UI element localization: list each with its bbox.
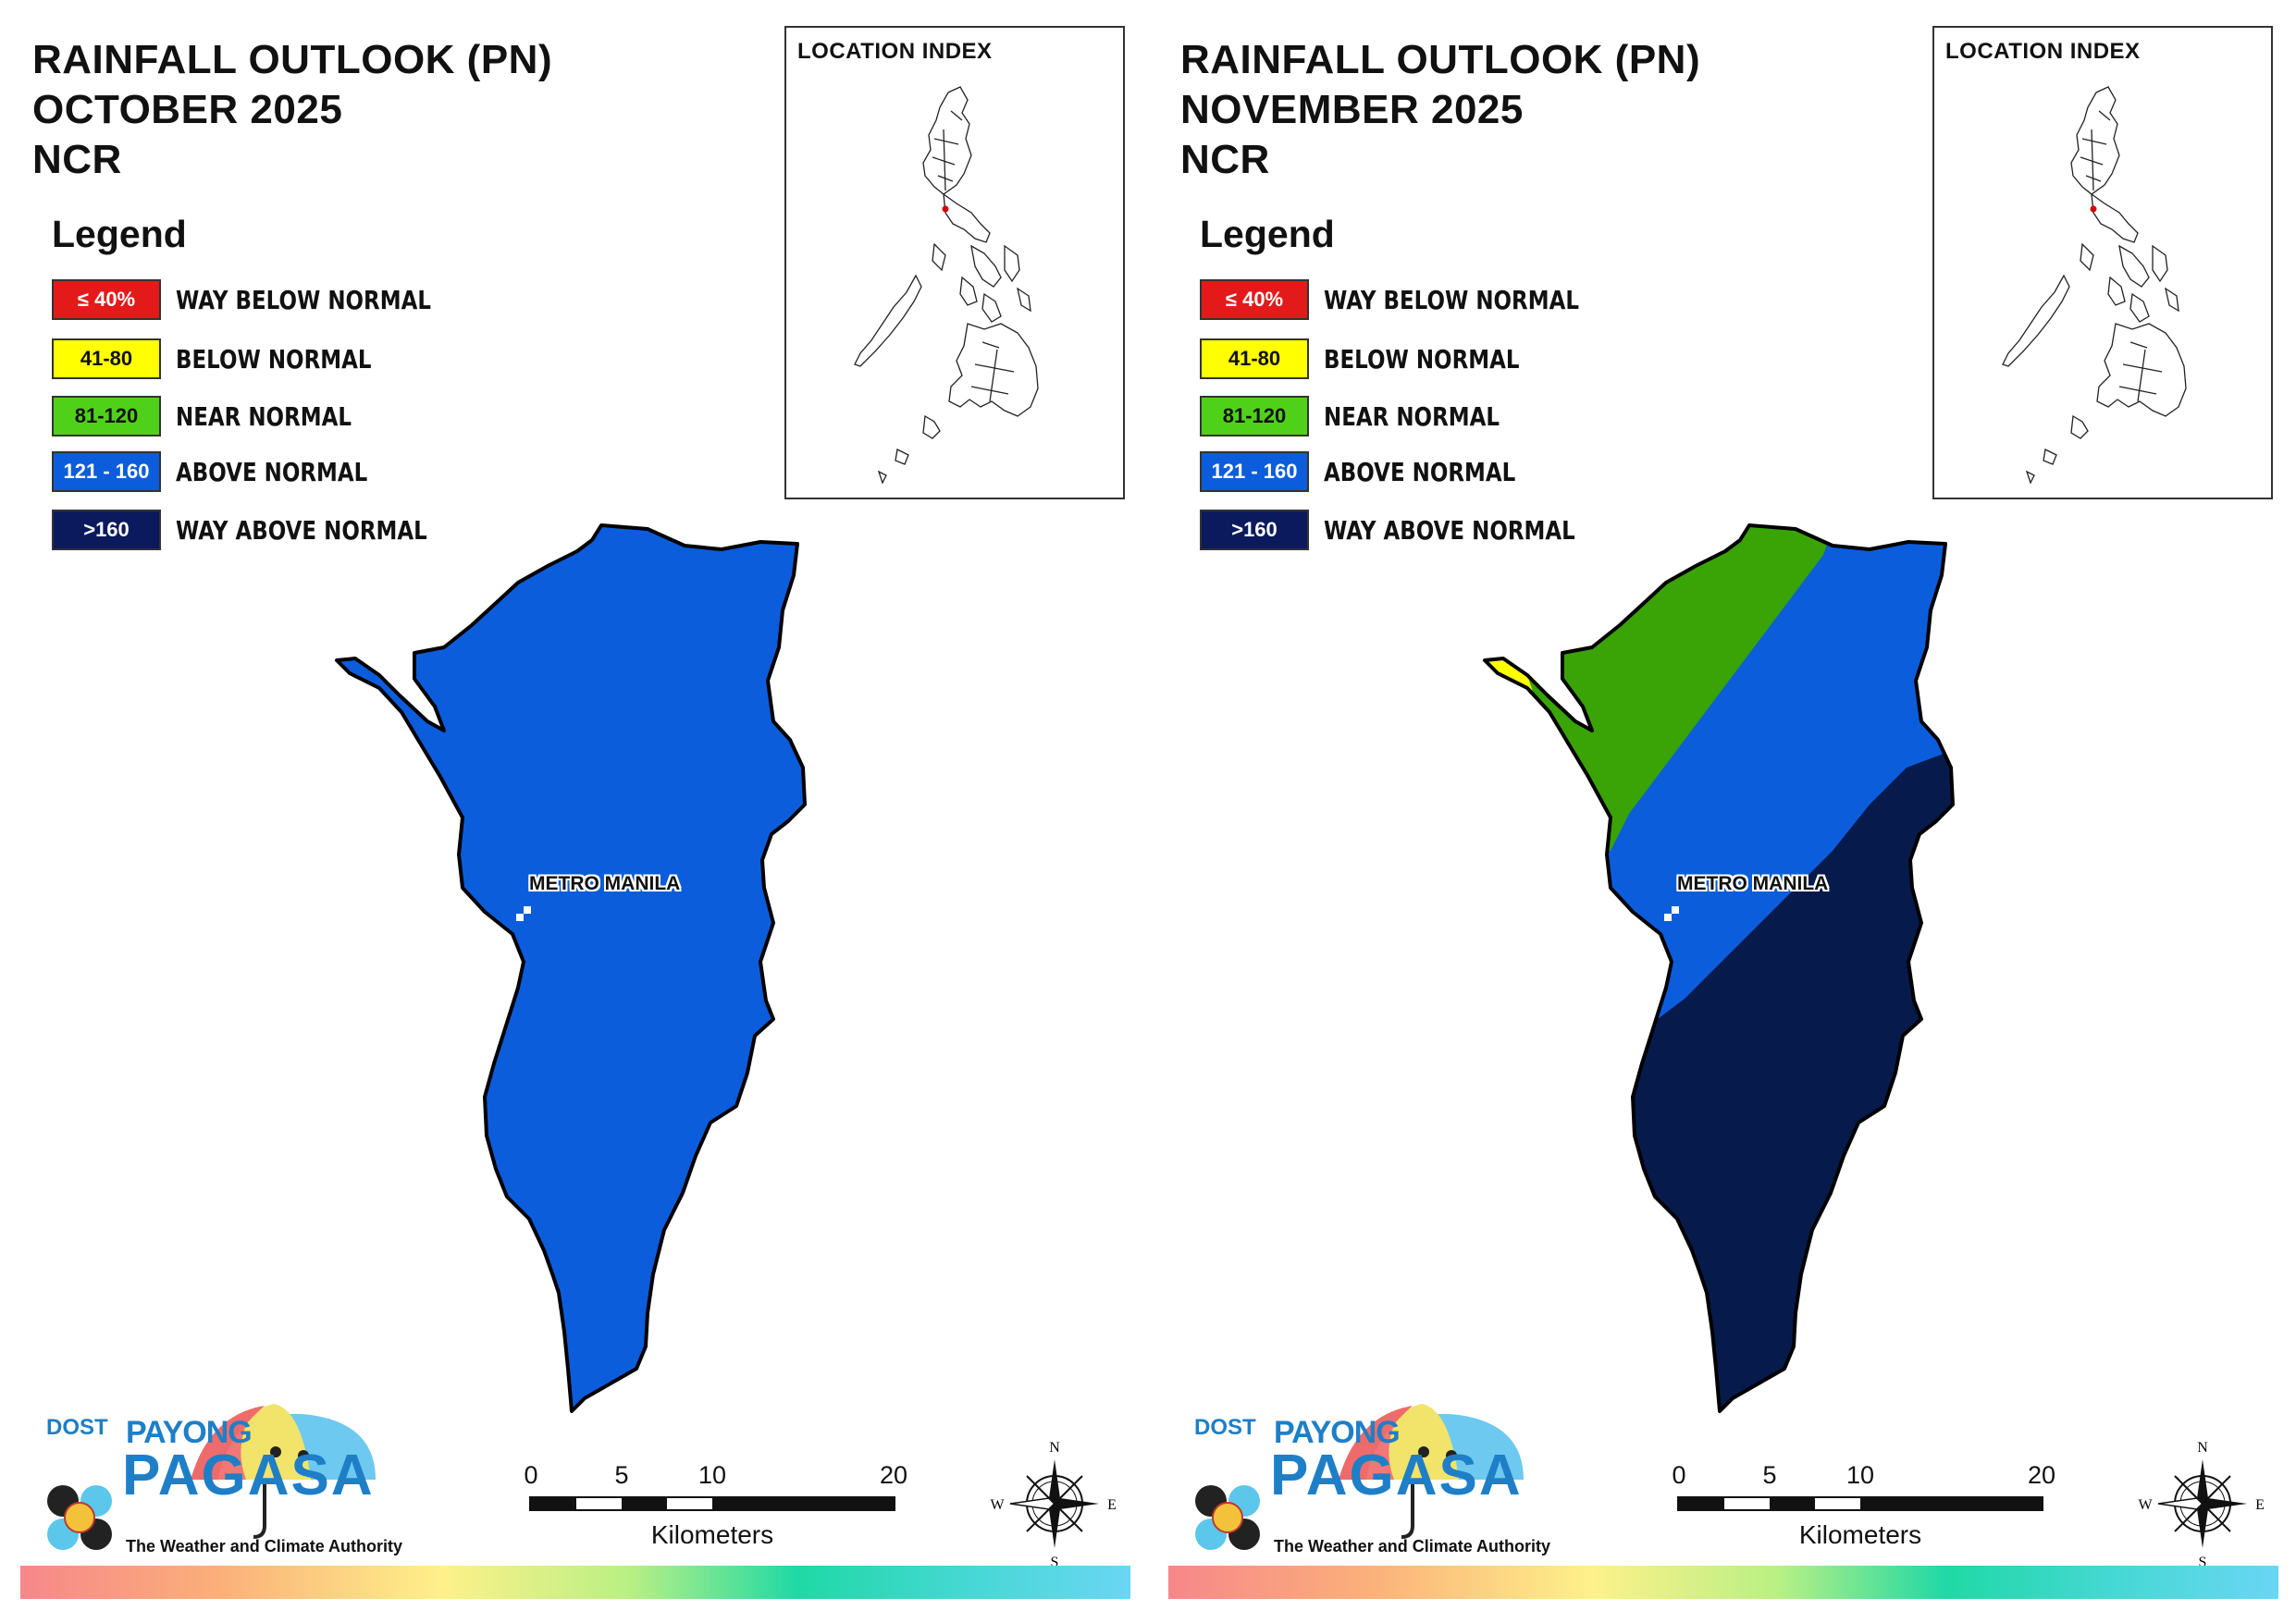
legend-label: WAY ABOVE NORMAL: [1324, 515, 1575, 546]
scale-tick: 20: [2027, 1461, 2056, 1489]
payong-pagasa-logo: DOST PAYONG PAGASA The Weather and Clima…: [1181, 1387, 1550, 1563]
inset-title: LOCATION INDEX: [797, 39, 993, 64]
logo-dost: DOST: [46, 1415, 108, 1440]
scale-bar-graphic: [1677, 1496, 2043, 1511]
legend-swatch: ≤ 40%: [1200, 279, 1309, 320]
legend-swatch: 121 - 160: [52, 451, 161, 492]
compass-n: N: [2197, 1440, 2208, 1456]
legend-label: ABOVE NORMAL: [1324, 457, 1516, 487]
ncr-marker: [942, 205, 949, 213]
footer-gradient-bar: [1168, 1566, 2278, 1599]
map-nodata-pixel: [1664, 914, 1672, 921]
location-index-inset: LOCATION INDEX: [784, 26, 1125, 499]
legend-label: BELOW NORMAL: [176, 344, 372, 375]
map-title: RAINFALL OUTLOOK (PN) OCTOBER 2025 NCR: [32, 35, 552, 185]
compass-s: S: [1051, 1555, 1059, 1568]
legend-swatch: 81-120: [1200, 396, 1309, 436]
location-index-inset: LOCATION INDEX: [1932, 26, 2273, 499]
scale-tick: 5: [1762, 1461, 1777, 1489]
logo-pagasa: PAGASA: [122, 1444, 375, 1507]
map-title: RAINFALL OUTLOOK (PN) NOVEMBER 2025 NCR: [1180, 35, 1700, 185]
scale-tick: 5: [614, 1461, 629, 1489]
footer-gradient-bar: [20, 1566, 1130, 1599]
umbrella-icon: [47, 1404, 376, 1550]
payong-pagasa-logo: DOST PAYONG PAGASA The Weather and Clima…: [33, 1387, 402, 1563]
compass-e: E: [1107, 1497, 1117, 1513]
legend-swatch: 81-120: [52, 396, 161, 436]
region-label: METRO MANILA: [1677, 873, 1829, 894]
legend-heading: Legend: [52, 213, 187, 255]
logo-dost: DOST: [1194, 1415, 1256, 1440]
logo-tagline: The Weather and Climate Authority: [1274, 1537, 1551, 1555]
philippines-inset-map: [854, 86, 1039, 485]
ncr-marker: [2090, 205, 2097, 213]
compass-s: S: [2199, 1555, 2207, 1568]
compass-rose-icon: N S W E: [2138, 1440, 2265, 1570]
legend-swatch: 41-80: [52, 338, 161, 379]
title-line-2: OCTOBER 2025: [32, 87, 343, 132]
scale-bar: 0 5 10 20 Kilometers: [518, 1461, 907, 1554]
legend-swatch: 41-80: [1200, 338, 1309, 379]
compass-rose-icon: N S W E: [990, 1440, 1117, 1570]
logo-payong: PAYONG: [126, 1415, 253, 1450]
map-nodata-pixel: [1672, 906, 1679, 914]
scale-tick: 10: [697, 1461, 727, 1489]
legend-label: NEAR NORMAL: [176, 401, 352, 432]
umbrella-icon: [1195, 1404, 1524, 1550]
title-line-1: RAINFALL OUTLOOK (PN): [32, 37, 553, 82]
panel-october: RAINFALL OUTLOOK (PN) OCTOBER 2025 NCR L…: [20, 26, 1130, 1599]
region-label: METRO MANILA: [529, 873, 681, 894]
legend-label: BELOW NORMAL: [1324, 344, 1520, 375]
legend-swatch: >160: [52, 510, 161, 550]
scale-bar-graphic: [529, 1496, 895, 1511]
ncr-boundary: [1483, 523, 1955, 1413]
title-line-3: NCR: [32, 137, 122, 182]
scale-tick: 10: [1845, 1461, 1875, 1489]
legend-swatch: >160: [1200, 510, 1309, 550]
philippines-inset-map: [2002, 86, 2187, 485]
north-arrow: N S W E: [990, 1439, 1119, 1570]
legend-label: WAY ABOVE NORMAL: [176, 515, 427, 546]
legend-swatch: 121 - 160: [1200, 451, 1309, 492]
compass-e: E: [2255, 1497, 2265, 1513]
compass-w: W: [2138, 1497, 2153, 1513]
scale-tick: 20: [879, 1461, 908, 1489]
ncr-rainfall-map: [1483, 523, 1955, 1413]
panel-november: RAINFALL OUTLOOK (PN) NOVEMBER 2025 NCR …: [1148, 0, 2296, 1623]
compass-n: N: [1049, 1440, 1060, 1456]
scale-units: Kilometers: [650, 1520, 774, 1549]
title-line-2: NOVEMBER 2025: [1180, 87, 1524, 132]
ncr-rainfall-map: [335, 523, 807, 1413]
logo-pagasa: PAGASA: [1270, 1444, 1523, 1507]
legend-swatch: ≤ 40%: [52, 279, 161, 320]
legend-label: WAY BELOW NORMAL: [1324, 285, 1579, 315]
logo-payong: PAYONG: [1274, 1415, 1401, 1450]
scale-tick: 0: [1672, 1461, 1686, 1489]
logo-tagline: The Weather and Climate Authority: [126, 1537, 403, 1555]
north-arrow: N S W E: [2138, 1439, 2267, 1570]
legend-heading: Legend: [1200, 213, 1335, 255]
inset-title: LOCATION INDEX: [1945, 39, 2141, 64]
title-line-3: NCR: [1180, 137, 1270, 182]
legend-label: NEAR NORMAL: [1324, 401, 1500, 432]
scale-tick: 0: [524, 1461, 538, 1489]
compass-w: W: [990, 1497, 1005, 1513]
legend-label: ABOVE NORMAL: [176, 457, 368, 487]
map-nodata-pixel: [516, 914, 524, 921]
legend-label: WAY BELOW NORMAL: [176, 285, 431, 315]
title-line-1: RAINFALL OUTLOOK (PN): [1180, 37, 1701, 82]
scale-bar: 0 5 10 20 Kilometers: [1666, 1461, 2055, 1554]
zone-above-normal: [335, 523, 807, 1413]
map-nodata-pixel: [524, 906, 531, 914]
scale-units: Kilometers: [1798, 1520, 1922, 1549]
